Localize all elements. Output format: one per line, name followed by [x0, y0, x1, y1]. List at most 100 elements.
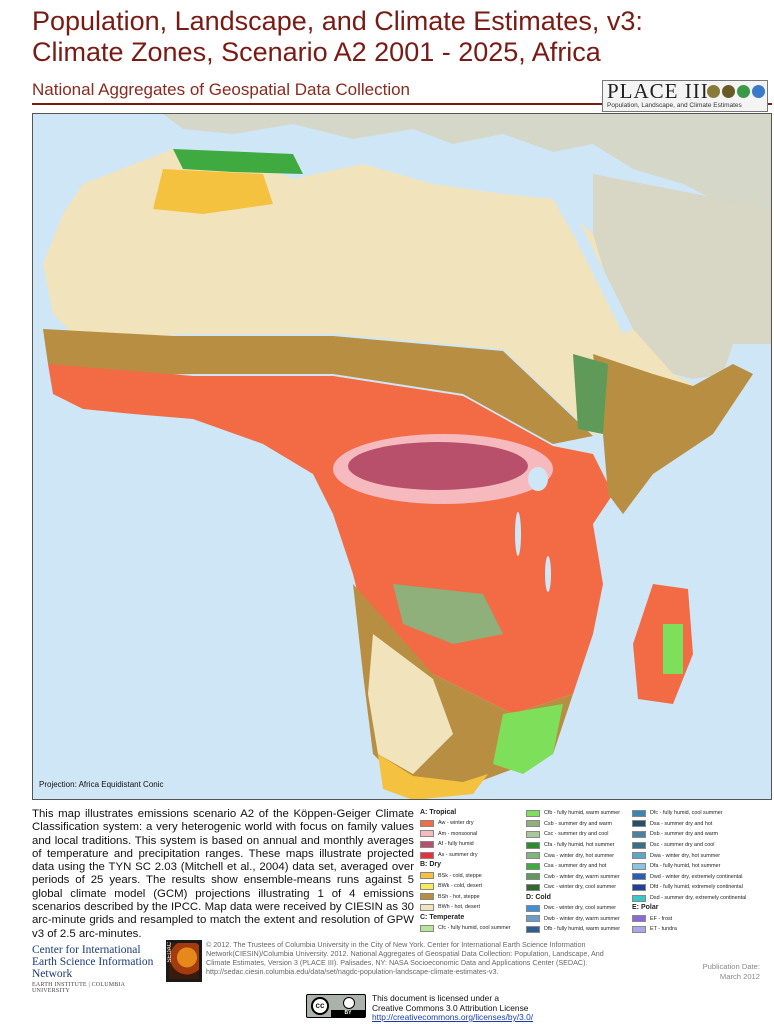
legend-item: Cwc - winter dry, cool summer — [526, 882, 634, 893]
southeast-temperate — [493, 704, 563, 774]
legend-swatch — [632, 883, 646, 891]
legend-swatch — [632, 820, 646, 828]
map-subtitle: National Aggregates of Geospatial Data C… — [32, 80, 411, 99]
legend-swatch — [420, 872, 434, 880]
middle-east-land — [593, 174, 771, 379]
horn-arid — [593, 354, 753, 514]
legend-swatch — [420, 840, 434, 848]
legend-swatch — [632, 873, 646, 881]
lake-tanganyika — [515, 512, 521, 556]
legend-label: Dwd - winter dry, extremely continental — [650, 873, 743, 880]
creative-commons-badge[interactable]: cc BY — [306, 994, 366, 1018]
congo-humid-core — [348, 442, 528, 490]
legend-label: Csb - summer dry and warm — [544, 820, 612, 827]
legend-label: Dsd - summer dry, extremely continental — [650, 895, 747, 902]
legend-label: Cfa - fully humid, hot summer — [544, 842, 615, 849]
legend-swatch — [420, 882, 434, 890]
legend-label: BSk - cold, steppe — [438, 872, 482, 879]
legend-item: Csc - summer dry and cool — [526, 829, 634, 840]
legend-swatch — [632, 862, 646, 870]
legend-label: Cwb - winter dry, warm summer — [544, 873, 620, 880]
legend-label: Dfc - fully humid, cool summer — [650, 810, 723, 817]
legend-heading: A: Tropical — [420, 809, 457, 816]
legend-heading: C: Temperate — [420, 913, 465, 921]
legend-item: BSh - hot, steppe — [420, 892, 526, 903]
legend-item: Dsc - summer dry and cool — [632, 840, 772, 851]
legend-label: EF - frost — [650, 915, 673, 922]
sedac-emblem — [169, 943, 199, 979]
license-line-1: This document is licensed under a — [372, 993, 500, 1003]
climate-icon — [752, 85, 765, 98]
legend-swatch — [526, 841, 540, 849]
legend-swatch — [526, 915, 540, 923]
madagascar-highlands — [663, 624, 683, 674]
legend-label: As - summer dry — [438, 852, 478, 859]
ethiopia-highlands — [573, 354, 608, 434]
legend-label: Dfb - fully humid, warm summer — [544, 926, 621, 933]
southern-cape-cold — [378, 754, 488, 799]
legend-item: Cfb - fully humid, warm summer — [526, 808, 634, 819]
legend-item: Cfc - fully humid, cool summer — [420, 923, 526, 934]
legend-swatch — [420, 851, 434, 859]
legend-item: Cwb - winter dry, warm summer — [526, 872, 634, 883]
legend-label: Dwb - winter dry, warm summer — [544, 915, 620, 922]
map-title: Population, Landscape, and Climate Estim… — [32, 6, 752, 68]
population-icon — [707, 85, 720, 98]
kalahari-desert — [368, 634, 453, 774]
legend-item: Dsb - summer dry and warm — [632, 829, 772, 840]
copyright-citation: © 2012. The Trustees of Columbia Univers… — [206, 940, 604, 976]
legend-swatch — [526, 873, 540, 881]
legend-label: Dsc - summer dry and cool — [650, 842, 715, 849]
legend-item: BWh - hot, desert — [420, 902, 526, 913]
legend-swatch — [526, 830, 540, 838]
legend-swatch — [420, 893, 434, 901]
map-frame: Projection: Africa Equidistant Conic — [32, 113, 772, 800]
legend-item: BSk - cold, steppe — [420, 870, 526, 881]
legend-swatch — [632, 830, 646, 838]
lake-victoria — [528, 467, 548, 491]
legend-item: Dwa - winter dry, hot summer — [632, 850, 772, 861]
license-notice: This document is licensed under a Creati… — [372, 993, 534, 1023]
projection-note: Projection: Africa Equidistant Conic — [39, 780, 164, 789]
legend-label: Dsb - summer dry and warm — [650, 831, 718, 838]
sedac-logo: SEDAC — [166, 940, 202, 982]
legend-label: Csc - summer dry and cool — [544, 831, 609, 838]
legend-item: Csa - summer dry and hot — [526, 861, 634, 872]
sedac-label: SEDAC — [167, 942, 173, 963]
cc-icon: cc — [311, 997, 329, 1015]
title-line-1: Population, Landscape, and Climate Estim… — [32, 6, 643, 36]
legend-heading: E: Polar — [632, 904, 659, 912]
cc-by-label: BY — [331, 1010, 365, 1017]
legend-label: BWh - hot, desert — [438, 904, 480, 911]
maghreb-steppe — [153, 169, 273, 214]
legend-swatch — [632, 841, 646, 849]
legend-label: Am - monsoonal — [438, 830, 478, 837]
place-logo: PLACE III Population, Landscape, and Cli… — [602, 79, 768, 112]
legend-label: Dfd - fully humid, extremely continental — [650, 884, 743, 891]
legend-item: ET - tundra — [632, 924, 772, 935]
legend-label: Cwc - winter dry, cool summer — [544, 884, 617, 891]
legend-item: Am - monsoonal — [420, 829, 526, 840]
legend-item: Aw - winter dry — [420, 818, 526, 829]
red-sea — [553, 199, 633, 334]
legend-label: BSh - hot, steppe — [438, 893, 480, 900]
publication-label: Publication Date: — [702, 962, 760, 971]
legend-swatch — [526, 862, 540, 870]
legend-item: Dwd - winter dry, extremely continental — [632, 872, 772, 883]
license-link[interactable]: http://creativecommons.org/licenses/by/3… — [372, 1012, 534, 1022]
legend-item: Cfa - fully humid, hot summer — [526, 840, 634, 851]
logo-subtitle: Population, Landscape, and Climate Estim… — [607, 102, 742, 109]
legend-heading: D: Cold — [526, 893, 551, 901]
people-icon — [722, 85, 735, 98]
legend-swatch — [420, 924, 434, 932]
legend-swatch — [526, 925, 540, 933]
license-line-2: Creative Commons 3.0 Attribution License — [372, 1002, 529, 1013]
legend-swatch — [632, 915, 646, 923]
legend-label: Af - fully humid — [438, 841, 474, 848]
lake-malawi — [545, 556, 551, 592]
title-line-2: Climate Zones, Scenario A2 2001 - 2025, … — [32, 37, 601, 67]
legend-label: Cfc - fully humid, cool summer — [438, 925, 511, 932]
legend-item: Dfa - fully humid, hot summer — [632, 861, 772, 872]
legend-label: Cfb - fully humid, warm summer — [544, 810, 621, 817]
legend-swatch — [420, 830, 434, 838]
